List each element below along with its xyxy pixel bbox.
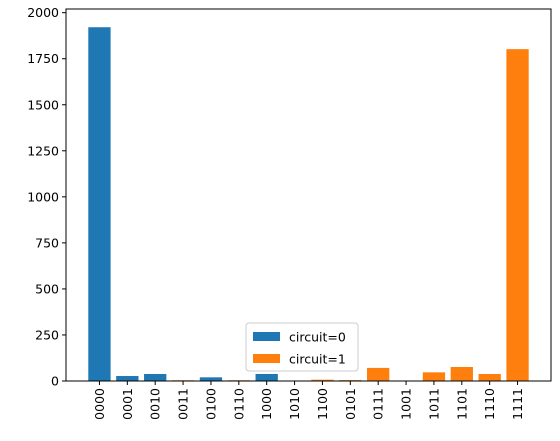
x-tick-label: 1100 xyxy=(315,388,330,420)
x-tick-label: 0011 xyxy=(176,388,191,420)
x-tick-label: 1110 xyxy=(482,388,497,420)
x-axis: 0000 0001 0010 0011 0100 0110 1000 1010 1100 0101… xyxy=(92,381,525,420)
y-tick-label: 2000 xyxy=(27,5,59,20)
y-tick-label: 1000 xyxy=(27,189,59,204)
x-tick-label: 1101 xyxy=(454,388,469,420)
x-tick-label: 1111 xyxy=(510,388,525,420)
legend-label: circuit=0 xyxy=(289,330,346,345)
y-tick-label: 500 xyxy=(35,281,59,296)
bar-circuit-1-1110 xyxy=(479,374,501,381)
bar-circuit-0-0010 xyxy=(144,374,166,381)
x-tick-label: 0001 xyxy=(120,388,135,420)
y-tick-label: 1500 xyxy=(27,97,59,112)
x-tick-label: 1010 xyxy=(287,388,302,420)
bar-circuit-1-0111 xyxy=(367,368,389,381)
x-tick-label: 0111 xyxy=(371,388,386,420)
x-tick-label: 1000 xyxy=(259,388,274,420)
x-tick-label: 1001 xyxy=(399,388,414,420)
x-tick-label: 1011 xyxy=(426,388,441,420)
bar-circuit-1-1011 xyxy=(423,372,445,381)
legend-swatch xyxy=(253,332,280,341)
y-tick-label: 0 xyxy=(51,374,59,389)
y-tick-label: 1750 xyxy=(27,51,59,66)
bar-circuit-0-0000 xyxy=(88,27,110,381)
x-tick-label: 0100 xyxy=(203,388,218,420)
y-axis: 0 250 500 750 1000 1250 1500 1750 2000 xyxy=(27,5,66,388)
x-tick-label: 0101 xyxy=(343,388,358,420)
legend: circuit=0 circuit=1 xyxy=(246,323,358,371)
bar-circuit-0-0100 xyxy=(200,377,222,381)
y-tick-label: 750 xyxy=(35,235,59,250)
x-tick-label: 0000 xyxy=(92,388,107,420)
bar-circuit-0-0001 xyxy=(116,376,138,381)
y-tick-label: 250 xyxy=(35,327,59,342)
bar-circuit-1-1111 xyxy=(506,49,528,381)
x-tick-label: 0010 xyxy=(148,388,163,420)
x-tick-label: 0110 xyxy=(231,388,246,420)
bar-circuit-0-1000 xyxy=(256,374,278,381)
legend-label: circuit=1 xyxy=(289,352,346,367)
legend-swatch xyxy=(253,354,280,363)
y-tick-label: 1250 xyxy=(27,143,59,158)
bar-circuit-1-1101 xyxy=(451,367,473,381)
